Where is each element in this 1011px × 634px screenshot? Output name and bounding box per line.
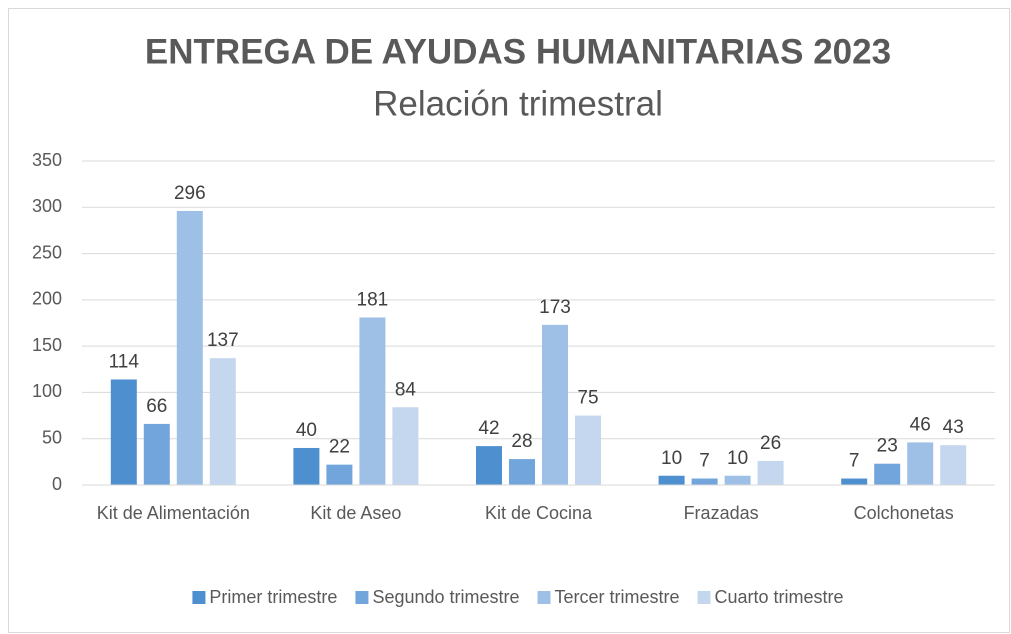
value-label: 66 [146, 396, 167, 417]
bar [907, 442, 934, 485]
y-tick-label: 0 [52, 474, 62, 494]
value-label: 84 [395, 379, 417, 400]
y-tick-label: 300 [32, 196, 62, 216]
y-tick-label: 150 [32, 335, 62, 355]
bar [575, 415, 601, 485]
value-label: 26 [760, 433, 781, 454]
bar [209, 358, 236, 485]
y-tick-label: 100 [32, 381, 62, 401]
bar [757, 460, 784, 485]
bar [940, 445, 967, 485]
chart-subtitle: Relación trimestral [373, 84, 663, 123]
bar [143, 423, 170, 485]
x-tick-label: Colchonetas [854, 503, 954, 523]
bar [476, 446, 502, 485]
x-tick-label: Kit de Cocina [485, 503, 593, 523]
y-tick-label: 50 [42, 427, 62, 447]
value-label: 75 [577, 388, 598, 409]
bar [841, 478, 868, 485]
legend-swatch [355, 591, 369, 604]
value-label: 173 [539, 297, 571, 318]
legend-label: Cuarto trimestre [715, 587, 844, 607]
chart-border [8, 8, 1010, 633]
value-label: 114 [109, 351, 140, 372]
value-label: 137 [207, 330, 239, 351]
bar [724, 475, 751, 485]
legend-swatch [697, 591, 711, 604]
chart-title: ENTREGA DE AYUDAS HUMANITARIAS 2023 [145, 32, 891, 71]
value-label: 7 [699, 451, 710, 472]
value-label: 40 [296, 420, 317, 441]
bar [110, 379, 137, 485]
legend-label: Tercer trimestre [555, 587, 680, 607]
bar [691, 478, 718, 485]
legend-label: Primer trimestre [209, 587, 337, 607]
x-tick-label: Kit de Alimentación [97, 503, 250, 523]
y-tick-label: 250 [32, 242, 62, 262]
value-label: 28 [511, 431, 532, 452]
value-label: 22 [329, 437, 350, 458]
value-label: 7 [849, 451, 860, 472]
bar [359, 317, 386, 485]
legend-label: Segundo trimestre [372, 587, 519, 607]
legend-swatch [537, 591, 551, 604]
bar [392, 407, 419, 485]
value-label: 43 [943, 417, 964, 438]
bar [542, 324, 568, 485]
x-tick-label: Kit de Aseo [310, 503, 401, 523]
bar [509, 459, 535, 485]
value-label: 181 [357, 289, 389, 310]
y-tick-label: 200 [32, 289, 62, 309]
bar [293, 447, 320, 485]
value-label: 10 [727, 448, 748, 469]
bar [874, 463, 901, 485]
bar [176, 210, 203, 485]
value-label: 23 [877, 436, 898, 457]
x-tick-label: Frazadas [684, 503, 759, 523]
bar [326, 464, 353, 485]
value-label: 10 [661, 448, 682, 469]
bar [658, 475, 685, 485]
legend-swatch [192, 591, 206, 604]
value-label: 46 [910, 414, 931, 435]
value-label: 42 [478, 418, 499, 439]
value-label: 296 [174, 183, 206, 204]
y-tick-label: 350 [32, 150, 62, 170]
